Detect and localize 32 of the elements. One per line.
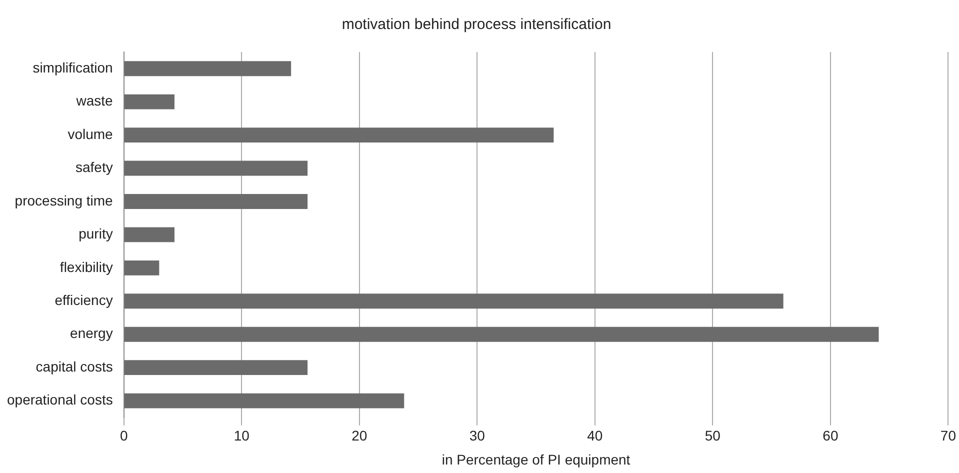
bar: [124, 326, 879, 342]
x-tick-label: 40: [587, 428, 603, 444]
bar: [124, 61, 292, 76]
y-tick-label: volume: [68, 126, 114, 142]
x-tick-label: 20: [352, 428, 368, 444]
y-tick-label: waste: [75, 92, 114, 109]
x-axis-title: in Percentage of PI equipment: [442, 451, 630, 468]
bar: [124, 260, 160, 276]
x-tick-label: 70: [940, 428, 956, 444]
y-tick-label: efficiency: [54, 292, 113, 308]
chart-title: motivation behind process intensification: [342, 16, 612, 34]
bar: [124, 94, 174, 110]
y-tick-label: safety: [75, 159, 113, 176]
y-tick-label: flexibility: [60, 258, 113, 275]
bar: [124, 360, 308, 376]
y-tick-label: purity: [78, 226, 113, 242]
y-tick-label: energy: [70, 325, 113, 342]
y-tick-label: operational costs: [6, 392, 113, 408]
bar: [124, 393, 404, 408]
y-tick-label: simplification: [32, 59, 113, 76]
bar: [124, 128, 554, 143]
x-tick-label: 50: [704, 428, 721, 444]
x-tick-label: 30: [469, 428, 486, 444]
y-tick-label: capital costs: [36, 358, 113, 374]
bar: [124, 294, 784, 309]
x-tick-label: 60: [822, 428, 838, 444]
x-tick-label: 10: [234, 428, 250, 444]
bar: [124, 227, 174, 242]
y-tick-label: processing time: [14, 192, 114, 208]
bar: [124, 160, 308, 176]
bar: [124, 194, 308, 209]
x-tick-label: 0: [120, 428, 128, 444]
